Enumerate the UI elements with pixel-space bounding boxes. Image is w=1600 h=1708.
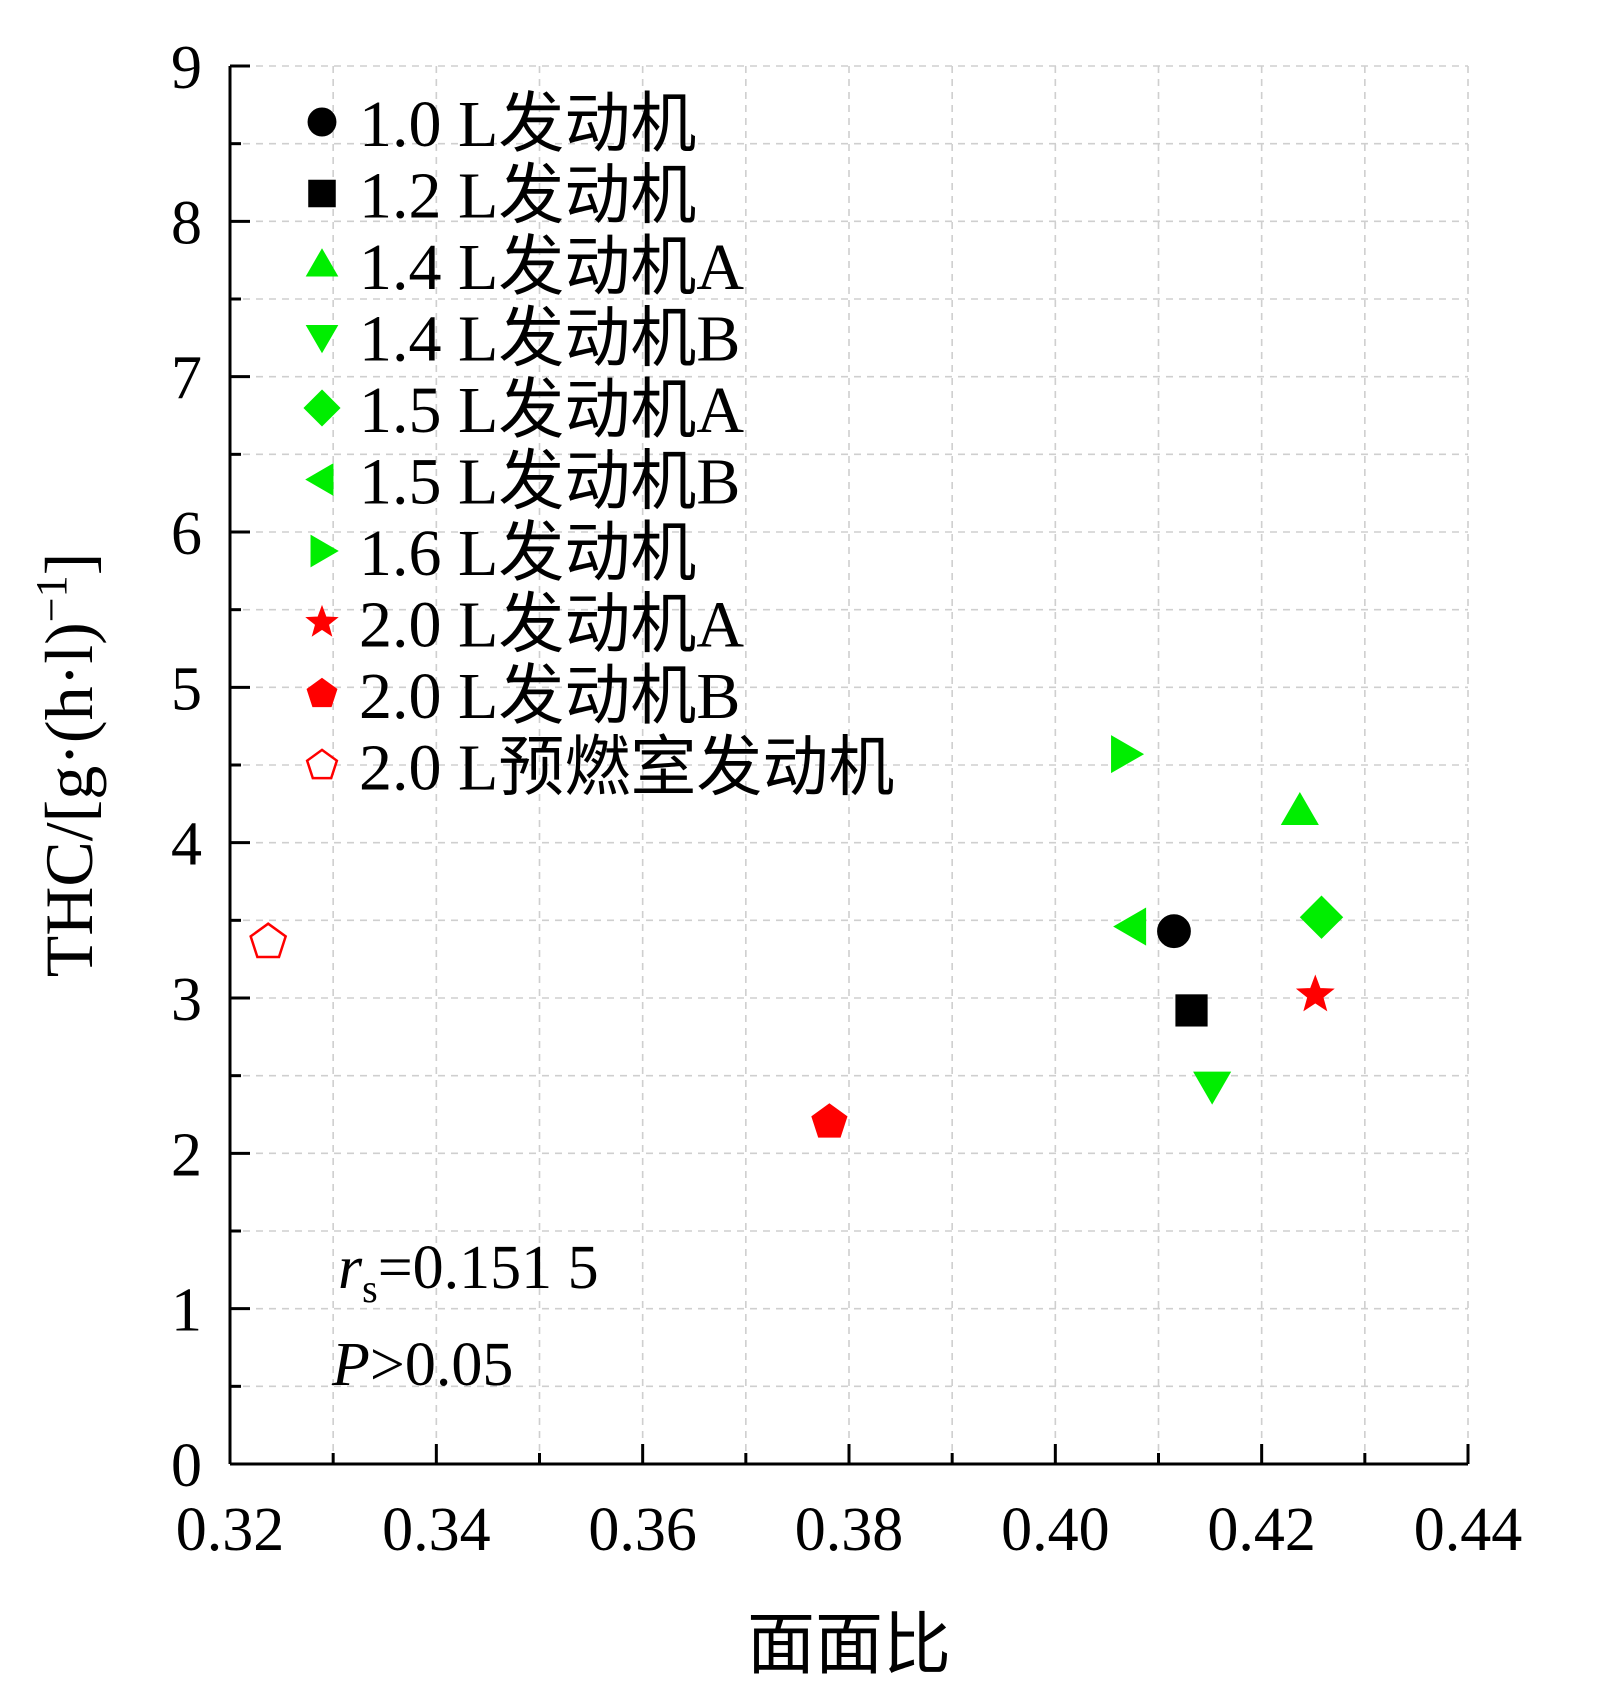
- y-tick-labels: 0 1 2 3 4 5 6 7 8 9: [171, 34, 202, 1500]
- legend-label: 2.0 L发动机A: [359, 589, 744, 662]
- data-point: [811, 1103, 848, 1138]
- x-tick-label: 0.40: [1001, 1496, 1110, 1564]
- data-point: [1157, 914, 1191, 949]
- y-tick-label: 3: [171, 966, 202, 1034]
- y-tick-label: 9: [171, 34, 202, 102]
- y-tick-label: 6: [171, 500, 202, 568]
- legend-marker: [305, 604, 339, 637]
- y-axis-title-main: THC/[g·(h·l): [31, 622, 107, 977]
- legend-marker: [305, 248, 339, 277]
- y-tick-label: 2: [171, 1121, 202, 1189]
- x-tick-labels: 0.32 0.34 0.36 0.38 0.40 0.42 0.44: [176, 1496, 1523, 1564]
- legend-marker: [305, 748, 339, 780]
- legend-marker: [307, 107, 337, 137]
- legend-label: 1.2 L发动机: [359, 160, 696, 233]
- x-axis-title: 面面比: [747, 1607, 951, 1683]
- legend-label: 1.5 L发动机B: [359, 446, 740, 519]
- legend-label: 2.0 L预燃室发动机: [359, 732, 894, 805]
- legend-marker: [310, 534, 339, 568]
- x-tick-label: 0.42: [1207, 1496, 1316, 1564]
- annotation-rs-value: =0.151 5: [378, 1234, 599, 1302]
- grid: [230, 65, 1469, 1464]
- legend-marker: [303, 389, 341, 427]
- legend-item: 2.0 L发动机B: [306, 660, 740, 733]
- y-tick-label: 0: [171, 1432, 202, 1500]
- x-tick-label: 0.44: [1414, 1496, 1523, 1564]
- legend-label: 1.5 L发动机A: [359, 374, 744, 447]
- legend-item: 1.0 L发动机: [307, 88, 696, 161]
- data-point: [249, 922, 288, 959]
- y-tick-label: 7: [171, 345, 202, 413]
- data-point: [1113, 907, 1147, 946]
- x-tick-label: 0.36: [588, 1496, 697, 1564]
- annotation-p-symbol: P: [331, 1331, 370, 1399]
- data-point: [1111, 735, 1145, 774]
- x-tick-label: 0.32: [176, 1496, 285, 1564]
- data-point: [1295, 974, 1335, 1012]
- legend-marker: [305, 325, 339, 354]
- y-tick-label: 4: [171, 811, 202, 879]
- y-axis-title-tail: ]: [31, 553, 107, 576]
- annotation-rs-text: rs=0.151 5: [338, 1234, 599, 1311]
- legend-item: 1.5 L发动机B: [305, 446, 740, 519]
- data-point: [1193, 1071, 1232, 1105]
- legend-item: 1.4 L发动机B: [305, 303, 740, 376]
- legend-label: 2.0 L发动机B: [359, 660, 740, 733]
- legend-item: 2.0 L预燃室发动机: [305, 732, 894, 805]
- legend-marker: [308, 179, 336, 208]
- annotation-p-text: P>0.05: [331, 1331, 513, 1399]
- legend-item: 1.4 L发动机A: [305, 231, 744, 304]
- legend-label: 1.4 L发动机A: [359, 231, 744, 304]
- legend-item: 1.5 L发动机A: [303, 374, 744, 447]
- data-point: [1299, 895, 1344, 939]
- legend-item: 1.6 L发动机: [310, 517, 696, 590]
- legend-label: 1.4 L发动机B: [359, 303, 740, 376]
- data-point: [1175, 994, 1208, 1027]
- legend-marker: [306, 677, 338, 708]
- annotation-p-value: >0.05: [370, 1331, 513, 1399]
- y-tick-label: 5: [171, 655, 202, 723]
- legend-item: 2.0 L发动机A: [305, 589, 744, 662]
- annotation-rs: rs=0.151 5: [338, 1234, 599, 1311]
- y-axis-title-superscript: −1: [27, 575, 76, 622]
- data-points: [249, 735, 1344, 1138]
- legend-item: 1.2 L发动机: [308, 160, 696, 233]
- x-tick-label: 0.34: [382, 1496, 491, 1564]
- data-point: [1280, 791, 1319, 825]
- x-tick-label: 0.38: [795, 1496, 904, 1564]
- legend-marker: [305, 463, 334, 496]
- annotation-rs-symbol: r: [338, 1234, 363, 1302]
- legend-label: 1.0 L发动机: [359, 88, 696, 161]
- y-tick-label: 8: [171, 189, 202, 257]
- annotation-p: P>0.05: [331, 1331, 513, 1399]
- y-tick-label: 1: [171, 1277, 202, 1345]
- y-axis-title: THC/[g·(h·l)−1]: [27, 553, 107, 978]
- tick-marks: [230, 64, 1470, 1464]
- legend-label: 1.6 L发动机: [359, 517, 696, 590]
- annotation-rs-subscript: s: [362, 1266, 378, 1311]
